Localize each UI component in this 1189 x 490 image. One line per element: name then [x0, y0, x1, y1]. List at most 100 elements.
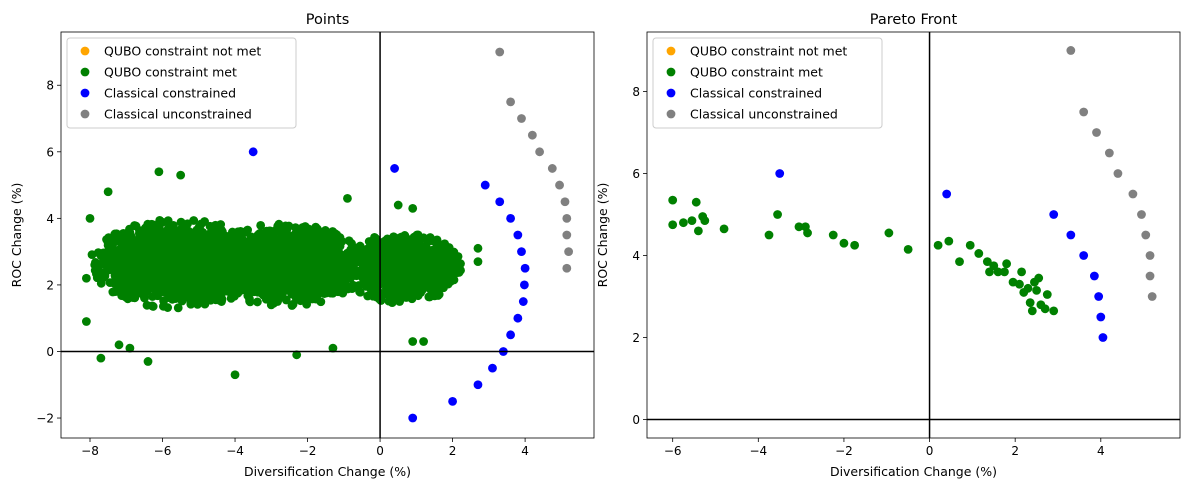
data-point: [96, 260, 106, 269]
data-point: [448, 396, 457, 406]
data-point: [168, 284, 178, 294]
legend-label: QUBO constraint not met: [690, 44, 847, 59]
data-point: [400, 272, 410, 282]
data-point: [150, 268, 160, 278]
data-point: [108, 257, 118, 267]
data-point: [428, 289, 437, 298]
data-point: [140, 293, 149, 303]
data-point: [308, 253, 318, 263]
data-point: [426, 252, 436, 262]
data-point: [230, 246, 240, 256]
data-point: [794, 222, 804, 232]
x-tick-label: −6: [664, 444, 682, 458]
x-axis-label: Diversification Change (%): [244, 464, 411, 479]
data-point: [803, 228, 812, 238]
data-point: [393, 200, 403, 210]
data-point: [974, 249, 984, 258]
data-point: [965, 240, 975, 250]
data-point: [687, 216, 697, 226]
data-point: [415, 250, 425, 260]
data-point: [419, 337, 428, 346]
data-point: [257, 258, 267, 268]
data-point: [304, 275, 314, 285]
data-point: [292, 280, 302, 290]
data-point: [245, 296, 255, 306]
data-point: [245, 252, 254, 261]
data-point: [186, 298, 196, 308]
data-point: [693, 226, 703, 236]
data-point: [350, 248, 360, 258]
data-point: [519, 280, 529, 290]
data-point: [116, 257, 125, 267]
legend-label: QUBO constraint met: [690, 65, 823, 80]
points-layer: [668, 46, 1157, 342]
data-point: [517, 247, 526, 257]
data-point: [473, 257, 483, 267]
data-point: [149, 253, 159, 263]
data-point: [267, 242, 277, 252]
data-point: [171, 294, 181, 303]
data-point: [286, 261, 296, 271]
data-point: [173, 303, 183, 313]
data-point: [265, 261, 274, 271]
data-point: [691, 197, 701, 207]
y-tick-label: 0: [46, 345, 54, 359]
data-point: [200, 217, 209, 226]
data-point: [374, 246, 384, 256]
data-point: [110, 279, 120, 289]
data-point: [96, 278, 106, 288]
data-point: [330, 236, 340, 246]
data-point: [1027, 306, 1037, 316]
data-point: [114, 250, 124, 260]
data-point: [308, 226, 318, 235]
data-point: [215, 244, 225, 254]
data-point: [413, 291, 423, 301]
data-point: [311, 285, 320, 295]
data-point: [131, 221, 141, 231]
y-tick-label: 2: [632, 331, 640, 345]
data-point: [456, 259, 465, 269]
data-point: [419, 259, 428, 269]
data-point: [111, 232, 121, 242]
data-point: [276, 276, 286, 286]
data-point: [369, 240, 379, 250]
legend-marker: [666, 46, 676, 56]
legend-marker: [80, 88, 90, 98]
data-point: [390, 164, 399, 173]
data-point: [387, 281, 397, 291]
data-point: [256, 220, 266, 230]
data-point: [560, 197, 570, 207]
data-point: [266, 252, 276, 262]
data-point: [773, 210, 782, 219]
data-point: [155, 216, 165, 225]
data-point: [562, 213, 572, 223]
data-point: [176, 217, 186, 227]
data-point: [1079, 107, 1089, 117]
data-point: [218, 286, 227, 296]
y-tick-label: 8: [632, 85, 640, 99]
data-point: [179, 250, 188, 260]
data-point: [211, 220, 220, 230]
data-point: [302, 299, 312, 309]
data-point: [329, 281, 339, 291]
legend-marker: [666, 88, 676, 98]
series-classical-unconstrained: [495, 47, 574, 273]
y-tick-label: 0: [632, 413, 640, 427]
legend-marker: [666, 109, 676, 119]
data-point: [719, 224, 729, 234]
chart-title: Points: [306, 12, 350, 28]
data-point: [159, 259, 169, 269]
data-point: [154, 167, 164, 177]
data-point: [404, 251, 414, 261]
data-point: [276, 267, 286, 276]
data-point: [256, 288, 266, 298]
data-point: [197, 296, 207, 306]
legend-label: QUBO constraint met: [104, 65, 237, 80]
data-point: [266, 273, 276, 283]
data-point: [266, 300, 276, 310]
y-tick-label: 6: [632, 167, 640, 181]
y-tick-label: 6: [46, 145, 54, 159]
data-point: [1137, 210, 1146, 219]
data-point: [434, 257, 444, 267]
data-point: [248, 147, 258, 157]
